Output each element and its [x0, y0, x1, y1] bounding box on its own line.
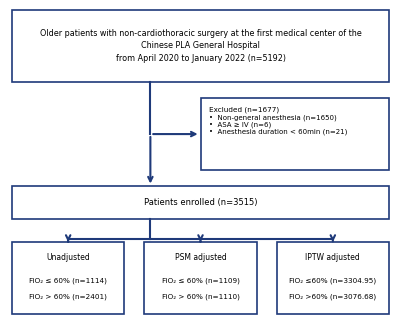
FancyBboxPatch shape — [144, 242, 257, 314]
Text: FiO₂ >60% (n=3076.68): FiO₂ >60% (n=3076.68) — [289, 293, 377, 300]
Text: Excluded (n=1677): Excluded (n=1677) — [209, 106, 279, 113]
FancyBboxPatch shape — [12, 242, 124, 314]
Text: FiO₂ > 60% (n=1110): FiO₂ > 60% (n=1110) — [162, 293, 239, 300]
Text: FiO₂ > 60% (n=2401): FiO₂ > 60% (n=2401) — [29, 293, 107, 300]
Text: Older patients with non-cardiothoracic surgery at the first medical center of th: Older patients with non-cardiothoracic s… — [40, 29, 361, 63]
Text: IPTW adjusted: IPTW adjusted — [306, 253, 360, 262]
Text: •  Non-general anesthesia (n=1650): • Non-general anesthesia (n=1650) — [209, 114, 336, 121]
Text: PSM adjusted: PSM adjusted — [174, 253, 227, 262]
FancyBboxPatch shape — [200, 98, 389, 170]
FancyBboxPatch shape — [12, 186, 389, 219]
Text: FiO₂ ≤ 60% (n=1114): FiO₂ ≤ 60% (n=1114) — [29, 278, 107, 284]
Text: Patients enrolled (n=3515): Patients enrolled (n=3515) — [144, 198, 257, 207]
Text: Unadjusted: Unadjusted — [46, 253, 90, 262]
FancyBboxPatch shape — [12, 10, 389, 82]
Text: •  Anesthesia duration < 60min (n=21): • Anesthesia duration < 60min (n=21) — [209, 129, 347, 135]
Text: FiO₂ ≤60% (n=3304.95): FiO₂ ≤60% (n=3304.95) — [289, 278, 377, 284]
Text: •  ASA ≥ IV (n=6): • ASA ≥ IV (n=6) — [209, 122, 271, 128]
Text: FiO₂ ≤ 60% (n=1109): FiO₂ ≤ 60% (n=1109) — [162, 278, 239, 284]
FancyBboxPatch shape — [277, 242, 389, 314]
